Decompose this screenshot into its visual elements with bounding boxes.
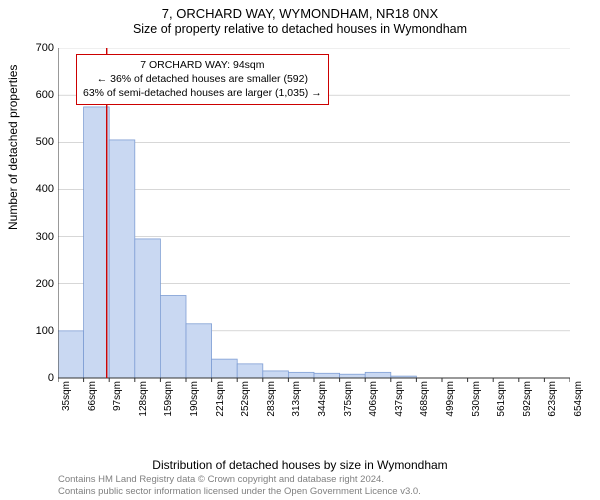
x-axis-label: Distribution of detached houses by size … — [0, 458, 600, 472]
footer-block: Contains HM Land Registry data © Crown c… — [58, 474, 421, 498]
y-tick-label: 100 — [36, 325, 54, 337]
y-tick-label: 700 — [36, 42, 54, 54]
x-tick-label: 159sqm — [163, 381, 174, 417]
x-tick-label: 313sqm — [291, 381, 302, 417]
info-line-2: ← 36% of detached houses are smaller (59… — [83, 72, 322, 86]
footer-line-2: Contains public sector information licen… — [58, 486, 421, 498]
x-tick-label: 221sqm — [215, 381, 226, 417]
x-tick-label: 344sqm — [317, 381, 328, 417]
subtitle-line: Size of property relative to detached ho… — [0, 22, 600, 36]
x-tick-label: 375sqm — [343, 381, 354, 417]
x-tick-label: 283sqm — [266, 381, 277, 417]
y-axis-label: Number of detached properties — [6, 65, 20, 230]
y-tick-label: 200 — [36, 278, 54, 290]
title-block: 7, ORCHARD WAY, WYMONDHAM, NR18 0NX Size… — [0, 0, 600, 36]
info-line-1: 7 ORCHARD WAY: 94sqm — [83, 58, 322, 72]
x-tick-label: 499sqm — [445, 381, 456, 417]
y-tick-label: 600 — [36, 89, 54, 101]
x-tick-label: 437sqm — [394, 381, 405, 417]
x-tick-label: 128sqm — [138, 381, 149, 417]
y-tick-label: 300 — [36, 231, 54, 243]
footer-line-1: Contains HM Land Registry data © Crown c… — [58, 474, 421, 486]
x-tick-label: 561sqm — [496, 381, 507, 417]
x-tick-label: 623sqm — [547, 381, 558, 417]
x-tick-label: 252sqm — [240, 381, 251, 417]
x-tick-label: 406sqm — [368, 381, 379, 417]
x-tick-label: 654sqm — [573, 381, 584, 417]
chart-area: 7 ORCHARD WAY: 94sqm ← 36% of detached h… — [58, 48, 570, 418]
info-box: 7 ORCHARD WAY: 94sqm ← 36% of detached h… — [76, 54, 329, 105]
y-tick-label: 400 — [36, 183, 54, 195]
address-line: 7, ORCHARD WAY, WYMONDHAM, NR18 0NX — [0, 6, 600, 21]
y-tick-label: 500 — [36, 136, 54, 148]
y-tick-label: 0 — [48, 372, 54, 384]
x-tick-label: 66sqm — [87, 381, 98, 411]
x-tick-label: 530sqm — [471, 381, 482, 417]
x-tick-label: 97sqm — [112, 381, 123, 411]
x-tick-label: 592sqm — [522, 381, 533, 417]
x-tick-label: 35sqm — [61, 381, 72, 411]
x-tick-label: 190sqm — [189, 381, 200, 417]
x-tick-label: 468sqm — [419, 381, 430, 417]
info-line-3: 63% of semi-detached houses are larger (… — [83, 86, 322, 100]
